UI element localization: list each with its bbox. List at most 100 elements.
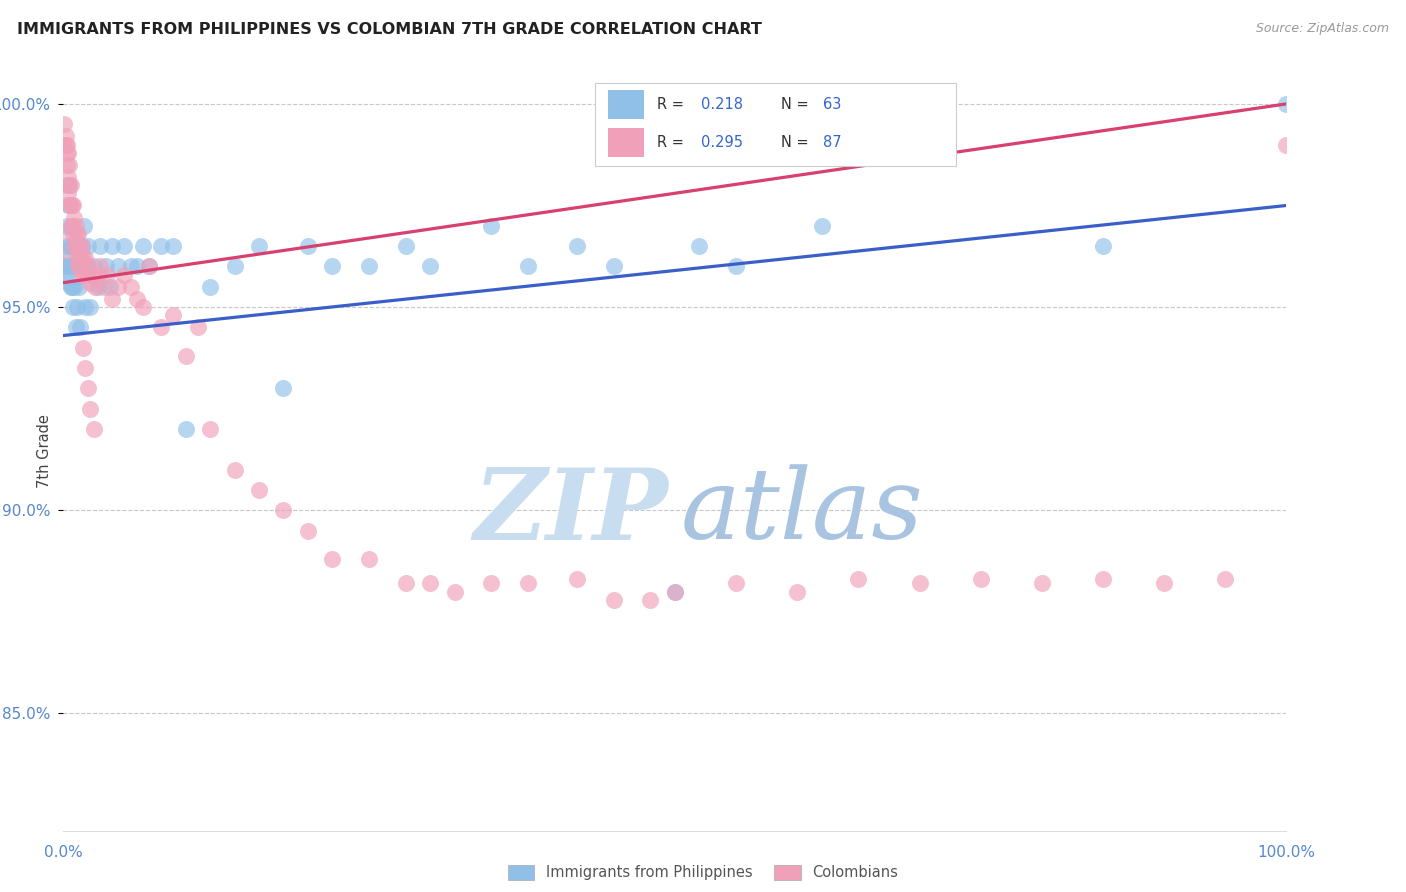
Point — [56, 239, 79, 253]
Text: N =: N = — [782, 136, 814, 150]
Point — [321, 260, 343, 274]
Point — [1275, 96, 1298, 111]
Point — [138, 260, 160, 274]
Point — [114, 239, 135, 253]
Point — [56, 186, 79, 201]
Point — [63, 279, 86, 293]
Point — [53, 137, 76, 152]
Text: 63: 63 — [823, 97, 841, 112]
Point — [79, 300, 101, 314]
Point — [640, 592, 662, 607]
Point — [1215, 573, 1237, 587]
Point — [69, 320, 91, 334]
Point — [60, 279, 83, 293]
Point — [114, 268, 135, 282]
Point — [247, 483, 270, 497]
Point — [59, 219, 82, 233]
Point — [72, 260, 94, 274]
Point — [62, 300, 84, 314]
Point — [395, 576, 418, 591]
Point — [66, 260, 89, 274]
Point — [59, 279, 82, 293]
Point — [58, 178, 80, 193]
Point — [273, 503, 295, 517]
Point — [67, 279, 90, 293]
Bar — [607, 128, 644, 157]
Point — [55, 137, 77, 152]
Point — [66, 300, 89, 314]
Point — [93, 279, 115, 293]
Point — [297, 524, 319, 538]
Point — [120, 279, 142, 293]
Point — [481, 576, 503, 591]
Text: IMMIGRANTS FROM PHILIPPINES VS COLOMBIAN 7TH GRADE CORRELATION CHART: IMMIGRANTS FROM PHILIPPINES VS COLOMBIAN… — [17, 22, 762, 37]
Point — [76, 239, 98, 253]
Point — [56, 178, 79, 193]
Point — [908, 576, 931, 591]
Point — [75, 361, 97, 376]
Point — [247, 239, 270, 253]
Point — [1153, 576, 1175, 591]
Text: R =: R = — [657, 97, 688, 112]
Point — [72, 341, 94, 355]
Point — [107, 260, 129, 274]
Point — [150, 239, 173, 253]
Point — [73, 219, 96, 233]
Point — [125, 260, 148, 274]
Point — [66, 227, 89, 241]
Point — [120, 260, 142, 274]
Point — [63, 239, 86, 253]
Point — [419, 576, 441, 591]
Point — [1275, 137, 1298, 152]
Point — [58, 178, 80, 193]
Point — [53, 117, 76, 131]
Point — [58, 260, 80, 274]
Point — [76, 260, 98, 274]
Point — [443, 584, 465, 599]
Point — [89, 260, 111, 274]
Point — [62, 198, 84, 212]
Point — [89, 239, 111, 253]
Point — [84, 279, 107, 293]
Point — [725, 260, 748, 274]
Point — [60, 198, 83, 212]
Point — [517, 260, 540, 274]
Point — [83, 260, 105, 274]
Point — [66, 252, 89, 266]
Point — [101, 239, 124, 253]
Point — [132, 300, 155, 314]
Point — [419, 260, 441, 274]
Legend: Immigrants from Philippines, Colombians: Immigrants from Philippines, Colombians — [508, 865, 898, 880]
Text: 87: 87 — [823, 136, 842, 150]
Point — [174, 349, 197, 363]
Point — [79, 276, 101, 290]
Point — [65, 260, 87, 274]
Point — [65, 239, 87, 253]
Point — [357, 260, 380, 274]
Point — [357, 552, 380, 566]
Point — [56, 198, 79, 212]
Point — [66, 260, 89, 274]
Point — [76, 260, 98, 274]
Text: N =: N = — [782, 97, 814, 112]
Point — [321, 552, 343, 566]
Point — [688, 239, 710, 253]
Point — [150, 320, 173, 334]
Point — [481, 219, 503, 233]
Point — [98, 279, 121, 293]
Point — [86, 268, 108, 282]
Point — [162, 239, 184, 253]
Point — [1031, 576, 1053, 591]
Text: atlas: atlas — [681, 465, 924, 560]
Point — [83, 422, 105, 436]
Point — [60, 219, 83, 233]
Point — [125, 292, 148, 306]
Point — [59, 239, 82, 253]
Point — [55, 129, 77, 144]
Point — [786, 584, 808, 599]
Point — [224, 260, 246, 274]
Point — [70, 239, 93, 253]
Point — [810, 219, 832, 233]
Text: R =: R = — [657, 136, 688, 150]
Point — [725, 576, 748, 591]
